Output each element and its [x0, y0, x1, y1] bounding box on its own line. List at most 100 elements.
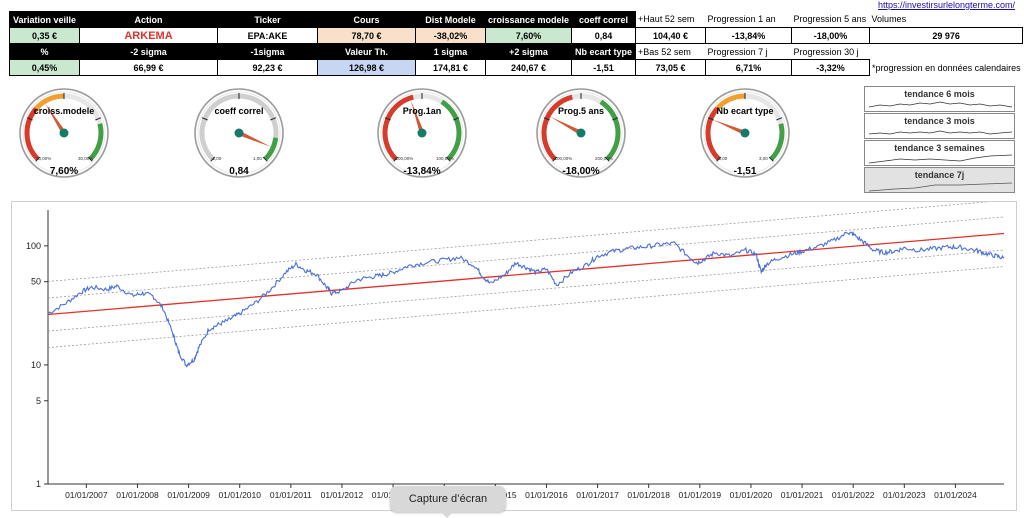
- col-header: Ticker: [217, 11, 318, 28]
- gauge-tick: [612, 117, 619, 121]
- gauge-dial: [19, 88, 109, 178]
- gauge-arc: [541, 94, 574, 161]
- plus-2-sigma-value: 240,67 €: [484, 59, 573, 76]
- trend-sparkline: [868, 154, 1013, 164]
- x-tick-label: 01/01/2018: [627, 490, 670, 500]
- trend-6-mois[interactable]: tendance 6 mois: [864, 86, 1015, 112]
- pct-value: 0,45%: [9, 59, 80, 76]
- volumes-value: 29 976: [869, 27, 1024, 44]
- x-tick-label: 01/01/2021: [781, 490, 824, 500]
- plus-1-sigma-value: 174,81 €: [415, 59, 486, 76]
- x-tick-label: 01/01/2008: [116, 490, 159, 500]
- gauge-prog-5ans: Prog.5 ans -100,00% 200,00% -18,00%: [533, 87, 629, 179]
- trend-3-mois[interactable]: tendance 3 mois: [864, 113, 1015, 139]
- gauge-tick: [776, 117, 783, 121]
- stat-label: Progression 1 an: [705, 11, 792, 28]
- gauge-nb-ecart-type: Nb ecart type -3,00 3,00 -1,51: [697, 87, 793, 179]
- gauge-hub: [59, 128, 69, 138]
- x-tick-label: 01/01/2009: [167, 490, 210, 500]
- x-tick-label: 01/01/2010: [218, 490, 261, 500]
- gauge-value: -13,84%: [403, 166, 441, 177]
- calendar-note: *progression en données calendaires: [872, 62, 1021, 73]
- x-tick-label: 01/01/2022: [832, 490, 875, 500]
- gauge-arc: [440, 99, 462, 161]
- trend-7j[interactable]: tendance 7j: [864, 167, 1015, 193]
- action-name: ARKEMA: [79, 27, 218, 44]
- model-line: [47, 232, 1005, 316]
- gauge-coeff-correl: coeff correl -1,00 1,00 0,84: [191, 87, 287, 179]
- gauge-min-label: -100,00%: [553, 156, 573, 161]
- gauge-tick: [393, 156, 399, 162]
- stat-label: Volumes: [869, 11, 1023, 28]
- x-tick-label: 01/01/2020: [730, 490, 773, 500]
- y-tick-label: 100: [26, 241, 41, 251]
- col-header: -2 sigma: [79, 43, 218, 60]
- gauge-arc: [571, 93, 603, 104]
- gauge-max-label: 1,00: [253, 156, 262, 161]
- gauge-tick: [210, 156, 216, 162]
- progression-7j-value: 6,71%: [705, 59, 793, 76]
- gauge-tick: [87, 156, 93, 162]
- coeff-correl-value: 0,84: [571, 27, 637, 44]
- gauge-dial: [700, 88, 790, 178]
- stat-label: Progression 7 j: [705, 43, 792, 60]
- minus-1-sigma-value: 92,23 €: [217, 59, 318, 76]
- gauge-tick: [604, 156, 610, 162]
- gauge-needle: [238, 130, 272, 147]
- gauge-min-label: -100,00%: [394, 156, 414, 161]
- gauge-min-label: -3,00: [717, 156, 728, 161]
- sigma-band-line: [47, 216, 1005, 299]
- gauge-tick: [445, 156, 451, 162]
- col-header: 1 sigma: [415, 43, 486, 60]
- gauge-arc: [24, 106, 40, 161]
- minus-2-sigma-value: 66,99 €: [79, 59, 218, 76]
- gauge-croissance-modele: croiss.modele 10,00% 30,00% 7,60%: [16, 87, 112, 179]
- y-tick-label: 5: [36, 396, 41, 406]
- progression-5ans-value: -18,00%: [791, 27, 871, 44]
- trend-3-semaines[interactable]: tendance 3 semaines: [864, 140, 1015, 166]
- gauge-arc: [705, 106, 721, 161]
- ticker-value: EPA:AKE: [217, 27, 318, 44]
- gauge-title: coeff correl: [214, 106, 264, 116]
- gauge-needle: [45, 103, 66, 135]
- gauge-arc: [769, 123, 785, 161]
- gauge-value: 0,84: [229, 166, 249, 177]
- gauge-min-label: 10,00%: [36, 156, 52, 161]
- col-header: -1sigma: [217, 43, 318, 60]
- gauge-max-label: 200,00%: [595, 156, 613, 161]
- stat-label: Progression 30 j: [791, 43, 870, 60]
- gauge-tick: [201, 117, 208, 121]
- x-tick-label: 01/01/2011: [270, 490, 312, 500]
- gauge-max-label: 30,00%: [78, 156, 94, 161]
- gauge-tick: [270, 117, 277, 121]
- col-header: Action: [79, 11, 218, 28]
- col-header: %: [9, 43, 80, 60]
- gauge-value: -18,00%: [562, 166, 600, 177]
- col-header: Variation veille: [9, 11, 80, 28]
- dist-modele-value: -38,02%: [415, 27, 486, 44]
- gauge-title: croiss.modele: [33, 106, 95, 116]
- gauge-dial: [377, 88, 467, 178]
- gauge-dial: [194, 88, 284, 178]
- progression-30j-value: -3,32%: [791, 59, 871, 76]
- stat-label: Progression 5 ans: [791, 11, 870, 28]
- col-header: Valeur Th.: [317, 43, 416, 60]
- gauge-arc: [34, 93, 65, 111]
- x-tick-label: 01/01/2017: [576, 490, 619, 500]
- gauge-tick: [26, 117, 33, 121]
- trend-label: tendance 3 semaines: [894, 143, 985, 153]
- gauge-max-label: 100,00%: [436, 156, 454, 161]
- progression-1an-value: -13,84%: [705, 27, 793, 44]
- gauge-value: 7,60%: [49, 166, 79, 177]
- x-tick-label: 01/01/2019: [679, 490, 722, 500]
- stat-label: +Bas 52 sem: [635, 43, 706, 60]
- gauge-max-label: 3,00: [759, 156, 768, 161]
- gauge-dial: [536, 88, 626, 178]
- nb-ecart-type-value: -1,51: [571, 59, 637, 76]
- site-link[interactable]: https://investirsurlelongterme.com/: [878, 0, 1016, 10]
- summary-table: Variation veille Action Ticker Cours Dis…: [9, 11, 1024, 76]
- cours-value: 78,70 €: [317, 27, 416, 44]
- gauge-arc: [715, 93, 746, 111]
- trend-label: tendance 6 mois: [904, 89, 975, 99]
- croissance-modele-value: 7,60%: [484, 27, 573, 44]
